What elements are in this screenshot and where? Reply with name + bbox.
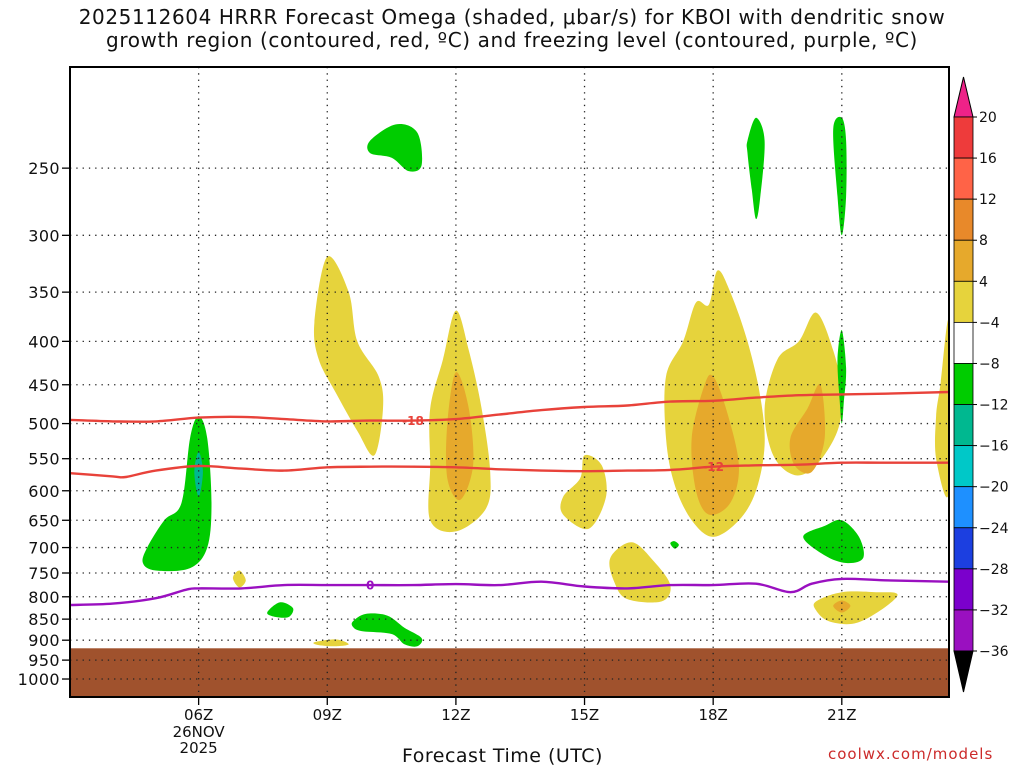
colorbar-label-5: −4 bbox=[979, 315, 1000, 331]
y-axis: 250 300 350 400 450 500 550 600 650 700 750 800 850 9… bbox=[18, 159, 70, 689]
omega-region-20 bbox=[746, 117, 765, 220]
y-tick-label-450: 450 bbox=[28, 376, 60, 395]
omega-region-0 bbox=[313, 256, 384, 456]
y-tick-label-350: 350 bbox=[28, 283, 60, 302]
date-label-line-1: 26NOV bbox=[173, 723, 226, 741]
colorbar-label-3: 8 bbox=[979, 233, 988, 249]
omega-region-18 bbox=[367, 124, 423, 172]
contour-layer: -18 -12 0 bbox=[70, 390, 949, 607]
colorbar-band-5 bbox=[953, 321, 974, 364]
colorbar-label-13: −36 bbox=[979, 644, 1009, 660]
colorbar-band-0 bbox=[953, 116, 974, 159]
grid-layer bbox=[70, 67, 949, 697]
omega-region-15 bbox=[194, 451, 203, 497]
dendritic-bottom-contour bbox=[70, 461, 949, 479]
omega-region-8 bbox=[789, 384, 826, 474]
y-tick-label-750: 750 bbox=[28, 564, 60, 583]
chart-title-line-2: growth region (contoured, red, ºC) and f… bbox=[106, 28, 918, 52]
colorbar-label-6: −8 bbox=[979, 356, 1000, 372]
colorbar-band-4 bbox=[953, 280, 974, 323]
colorbar-bottom-arrow bbox=[953, 650, 974, 693]
colorbar-label-1: 16 bbox=[979, 151, 997, 167]
colorbar-band-11 bbox=[953, 568, 974, 611]
x-tick-label-21Z: 21Z bbox=[827, 706, 856, 724]
colorbar-band-9 bbox=[953, 486, 974, 529]
y-tick-label-550: 550 bbox=[28, 450, 60, 469]
omega-region-17 bbox=[351, 613, 423, 647]
freezing-level-contour bbox=[70, 577, 949, 607]
x-tick-label-15Z: 15Z bbox=[570, 706, 599, 724]
omega-region-11 bbox=[833, 600, 851, 613]
y-tick-label-700: 700 bbox=[28, 539, 60, 558]
y-tick-label-800: 800 bbox=[28, 588, 60, 607]
x-tick-label-09Z: 09Z bbox=[313, 706, 342, 724]
y-tick-label-600: 600 bbox=[28, 482, 60, 501]
colorbar-label-7: −12 bbox=[979, 398, 1009, 414]
omega-region-21 bbox=[833, 116, 847, 236]
freezing-level-label: 0 bbox=[366, 579, 374, 593]
colorbar-label-8: −16 bbox=[979, 439, 1009, 455]
omega-region-9 bbox=[934, 319, 949, 498]
chart-title-line-1: 2025112604 HRRR Forecast Omega (shaded, … bbox=[78, 5, 946, 29]
colorbar-band-10 bbox=[953, 527, 974, 570]
colorbar-band-3 bbox=[953, 239, 974, 282]
y-tick-label-250: 250 bbox=[28, 159, 60, 178]
ground-layer bbox=[70, 648, 949, 697]
colorbar-label-0: 20 bbox=[979, 110, 997, 126]
dendritic-bottom-label: -12 bbox=[702, 460, 724, 474]
ground-fill bbox=[70, 648, 949, 697]
y-tick-label-850: 850 bbox=[28, 610, 60, 629]
chart-title: 2025112604 HRRR Forecast Omega (shaded, … bbox=[0, 6, 1024, 52]
x-tick-label-06Z: 06Z bbox=[184, 706, 213, 724]
colorbar-label-9: −20 bbox=[979, 480, 1009, 496]
colorbar-band-7 bbox=[953, 404, 974, 447]
colorbar-top-arrow bbox=[953, 76, 974, 118]
y-tick-label-650: 650 bbox=[28, 511, 60, 530]
plot-frame bbox=[69, 66, 950, 698]
colorbar-label-4: 4 bbox=[979, 274, 988, 290]
dendritic-top-label: -18 bbox=[402, 414, 424, 428]
omega-region-7 bbox=[691, 374, 739, 516]
omega-colorbar: 20 16 12 8 4 −4 −8 −12 −16 −20 −24 −28 −32 −36 bbox=[953, 76, 1009, 693]
colorbar-label-12: −32 bbox=[979, 603, 1009, 619]
omega-region-23 bbox=[803, 519, 864, 564]
omega-region-3 bbox=[560, 454, 607, 530]
colorbar-label-11: −28 bbox=[979, 562, 1009, 578]
omega-shading-layer bbox=[142, 116, 949, 647]
colorbar-label-10: −24 bbox=[979, 521, 1009, 537]
y-tick-label-300: 300 bbox=[28, 226, 60, 245]
omega-region-12 bbox=[232, 570, 246, 588]
colorbar-band-6 bbox=[953, 363, 974, 405]
omega-region-16 bbox=[267, 602, 294, 618]
y-tick-label-400: 400 bbox=[28, 332, 60, 351]
colorbar-band-8 bbox=[953, 445, 974, 488]
colorbar-band-2 bbox=[953, 198, 974, 241]
omega-region-13 bbox=[313, 639, 349, 647]
x-axis-label: Forecast Time (UTC) bbox=[402, 745, 603, 767]
y-tick-label-950: 950 bbox=[28, 651, 60, 670]
omega-region-10 bbox=[813, 591, 898, 625]
source-credit[interactable]: coolwx.com/models bbox=[828, 745, 994, 763]
y-tick-label-900: 900 bbox=[28, 631, 60, 650]
colorbar-band-1 bbox=[953, 157, 974, 200]
y-tick-label-1000: 1000 bbox=[18, 670, 60, 689]
dendritic-top-contour bbox=[70, 390, 949, 423]
omega-region-19 bbox=[670, 541, 679, 549]
date-label-line-2: 2025 bbox=[180, 739, 218, 757]
x-tick-label-12Z: 12Z bbox=[441, 706, 470, 724]
omega-region-14 bbox=[142, 416, 212, 572]
x-tick-label-18Z: 18Z bbox=[698, 706, 727, 724]
colorbar-band-12 bbox=[953, 609, 974, 652]
colorbar-label-2: 12 bbox=[979, 192, 997, 208]
y-tick-label-500: 500 bbox=[28, 415, 60, 434]
